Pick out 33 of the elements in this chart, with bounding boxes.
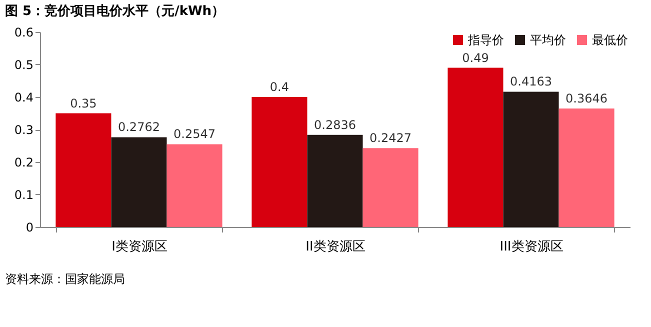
bar bbox=[362, 148, 418, 227]
legend-label: 平均价 bbox=[530, 33, 566, 47]
y-tick-label: 0 bbox=[26, 220, 34, 234]
y-tick-label: 0.6 bbox=[14, 26, 34, 40]
data-label: 0.2547 bbox=[174, 127, 216, 142]
data-label: 0.35 bbox=[70, 96, 97, 110]
bar bbox=[307, 134, 363, 227]
x-tick-label: II类资源区 bbox=[306, 240, 366, 254]
y-tick-label: 0.2 bbox=[14, 156, 34, 170]
text: 资料来源：国家能源局 bbox=[5, 272, 125, 286]
y-tick-label: 0.1 bbox=[14, 188, 34, 202]
data-label: 0.49 bbox=[462, 50, 489, 65]
data-label: 0.3646 bbox=[566, 92, 608, 106]
legend-label: 最低价 bbox=[592, 33, 628, 47]
bar bbox=[56, 113, 112, 227]
bar bbox=[166, 144, 222, 227]
data-label: 0.2427 bbox=[370, 131, 412, 146]
data-label: 0.2762 bbox=[118, 120, 160, 134]
x-tick-label: III类资源区 bbox=[500, 240, 564, 254]
data-label: 0.4163 bbox=[510, 74, 552, 89]
y-tick-label: 0.3 bbox=[14, 123, 34, 137]
chart-title: 图 5：竞价项目电价水平（元/kWh） bbox=[5, 3, 225, 19]
y-tick-label: 0.4 bbox=[14, 90, 34, 104]
bar bbox=[503, 92, 559, 227]
data-label: 0.2836 bbox=[314, 118, 356, 132]
x-tick-label: I类资源区 bbox=[112, 240, 168, 254]
bar bbox=[111, 137, 167, 227]
y-tick-label: 0.5 bbox=[14, 58, 34, 72]
bar bbox=[252, 97, 308, 227]
bar bbox=[448, 68, 504, 227]
bar bbox=[558, 108, 614, 227]
legend-label: 指导价 bbox=[467, 33, 504, 47]
data-label: 0.4 bbox=[270, 80, 290, 94]
